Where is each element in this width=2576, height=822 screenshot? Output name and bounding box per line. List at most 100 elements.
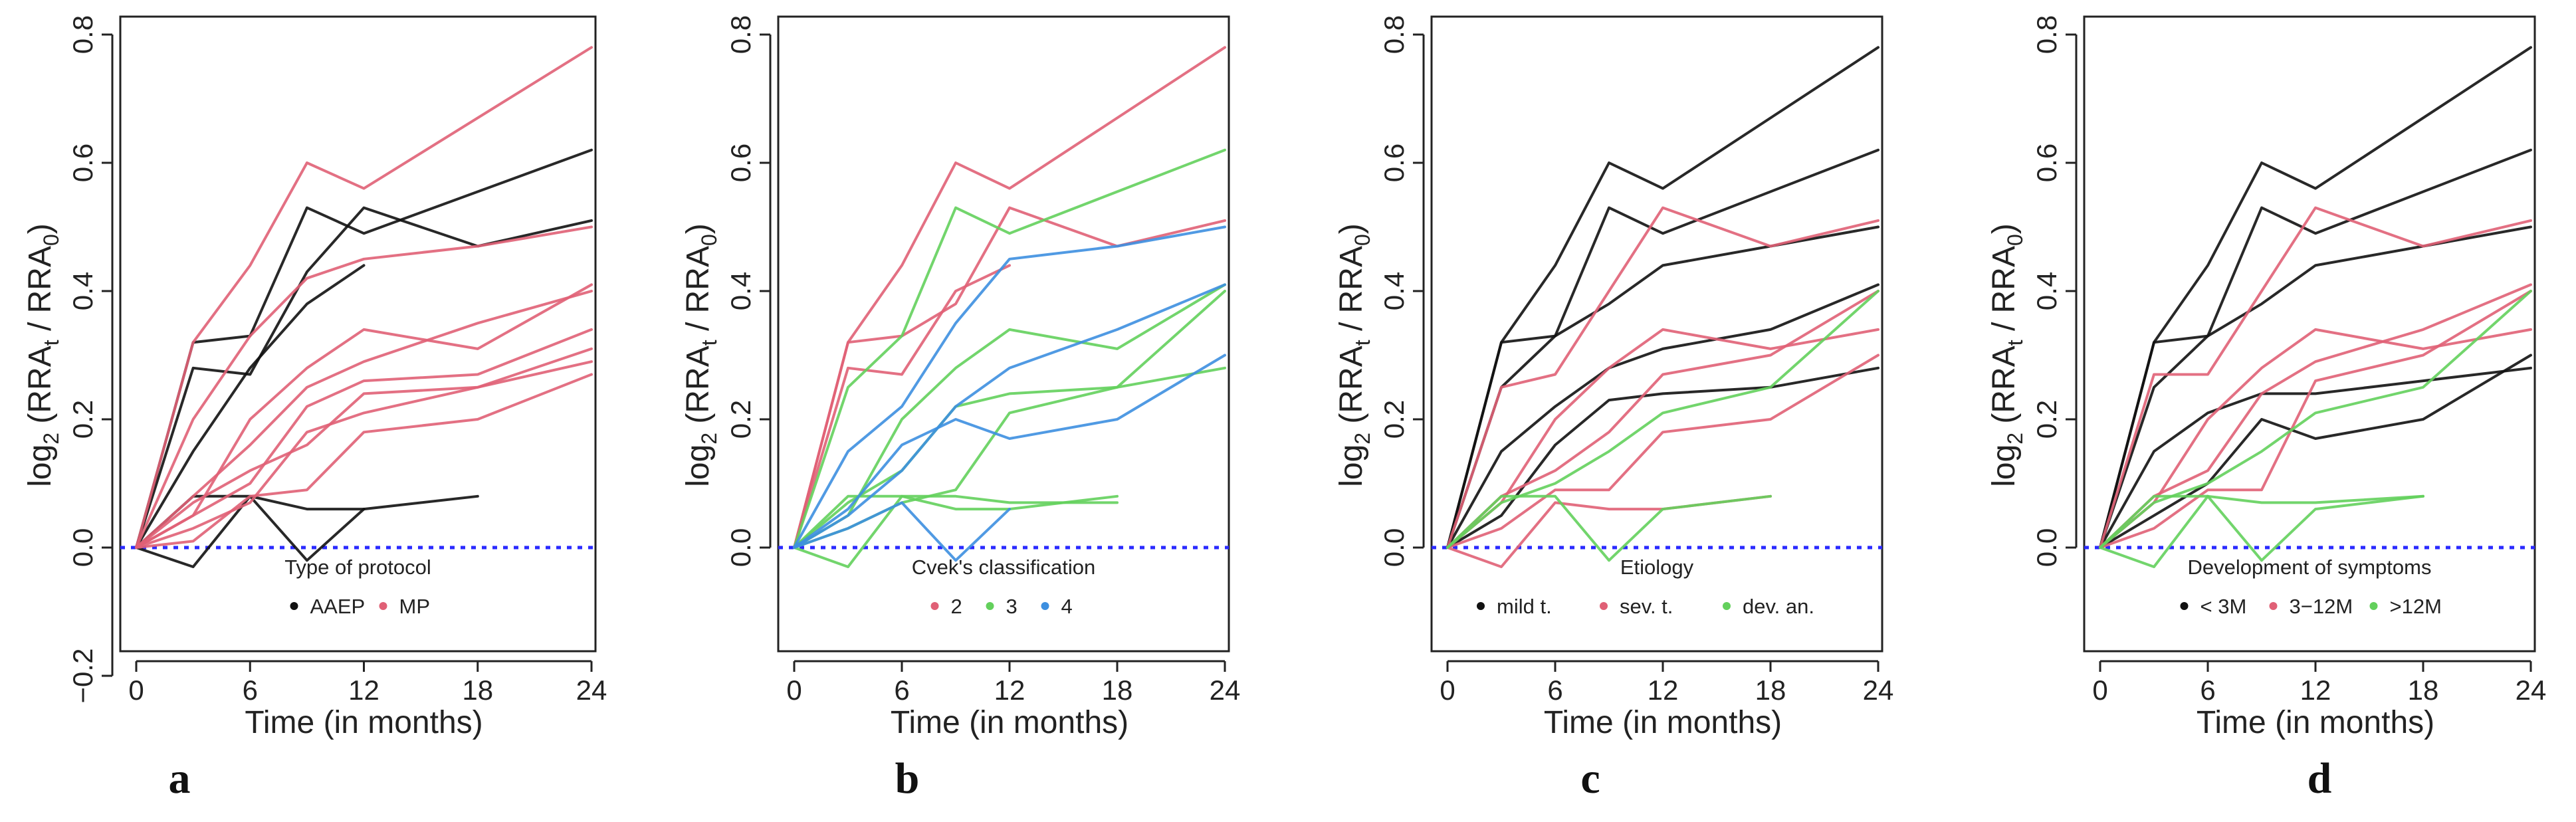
legend-label: MP xyxy=(399,595,431,618)
x-tick-label: 18 xyxy=(1102,674,1133,706)
series-line xyxy=(2099,206,2532,549)
series-line xyxy=(2099,290,2532,549)
legend-label: sev. t. xyxy=(1620,595,1673,618)
x-tick-label: 6 xyxy=(243,674,258,706)
y-axis-title: log2 (RRAt / RRA0) xyxy=(23,223,63,487)
series-line xyxy=(793,501,1011,562)
y-axis-title-part: (RRA xyxy=(1334,346,1369,433)
plot-frame xyxy=(2083,15,2536,653)
y-tick-label: 0.4 xyxy=(1378,272,1410,310)
y-axis-title-subscript: 2 xyxy=(1350,433,1374,445)
series-line xyxy=(135,264,366,549)
legend-label: 4 xyxy=(1061,595,1073,618)
legend-label: >12M xyxy=(2390,595,2442,618)
panel-d: 0 6 12 18 24 Time (in months) 0.0 0.2 0.4 0.6 0.8 l… xyxy=(1986,15,2546,803)
series-line xyxy=(1446,328,1879,549)
y-axis-title-part: / RRA xyxy=(23,246,58,340)
plot-frame xyxy=(1430,15,1883,653)
legend-label: 3−12M xyxy=(2290,595,2353,618)
legend-title: Cvek's classification xyxy=(912,556,1095,579)
legend-marker xyxy=(2269,602,2278,610)
series-line xyxy=(1446,290,1879,549)
series-line xyxy=(2099,494,2424,549)
y-tick-label: 0.8 xyxy=(67,15,98,54)
legend-label: 3 xyxy=(1006,595,1018,618)
x-axis-title: Time (in months) xyxy=(1544,705,1782,740)
y-axis-title-subscript: 0 xyxy=(2003,234,2027,246)
y-tick-label: 0.6 xyxy=(2031,144,2062,182)
y-axis-title-subscript: 2 xyxy=(697,433,721,445)
y-axis-title-subscript: t xyxy=(1350,340,1374,346)
y-axis-title-part: (RRA xyxy=(1986,346,2022,433)
series-line xyxy=(793,264,1011,549)
y-axis-title: log2 (RRAt / RRA0) xyxy=(1334,223,1374,487)
x-tick-label: 12 xyxy=(994,674,1025,706)
x-tick-label: 0 xyxy=(2092,674,2107,706)
y-axis-title-part: / RRA xyxy=(1986,246,2022,340)
x-tick-label: 12 xyxy=(2300,674,2331,706)
series-line xyxy=(135,347,593,549)
series-line xyxy=(793,46,1226,549)
y-tick-label: 0.2 xyxy=(1378,400,1410,439)
y-axis-title-subscript: 0 xyxy=(697,234,721,246)
panel-letter: b xyxy=(895,754,920,803)
series-line xyxy=(793,148,1226,549)
y-tick-label: 0.8 xyxy=(1378,15,1410,54)
x-tick-label: 0 xyxy=(128,674,144,706)
series-line xyxy=(135,290,593,549)
legend-label: 2 xyxy=(951,595,962,618)
y-tick-label: 0.0 xyxy=(725,528,756,567)
y-axis-title-part: / RRA xyxy=(681,246,716,340)
x-tick-label: 24 xyxy=(1863,674,1894,706)
legend-marker xyxy=(986,602,994,610)
series-line xyxy=(2099,494,2424,568)
legend-title: Development of symptoms xyxy=(2188,556,2432,579)
series-line xyxy=(1446,494,1772,562)
legend-label: < 3M xyxy=(2200,595,2247,618)
y-axis-title-part: ) xyxy=(1986,223,2022,234)
x-tick-label: 6 xyxy=(1547,674,1562,706)
y-axis-title-part: ) xyxy=(1334,223,1369,234)
y-axis-title-part: log xyxy=(681,445,716,487)
legend-title: Etiology xyxy=(1620,556,1694,579)
panel-a: 0 6 12 18 24 Time (in months) −0.2 0.0 0.2 0.4 0.6… xyxy=(23,15,607,803)
y-tick-label: 0.4 xyxy=(67,272,98,310)
series-line xyxy=(135,225,593,549)
y-tick-label: 0.2 xyxy=(2031,400,2062,439)
legend-marker xyxy=(2369,602,2378,610)
panel-letter: d xyxy=(2308,754,2332,803)
legend-marker xyxy=(930,602,939,610)
y-axis-title-subscript: 2 xyxy=(39,433,63,445)
series-line xyxy=(2099,46,2532,549)
legend-title: Type of protocol xyxy=(284,556,431,579)
y-tick-label: 0.8 xyxy=(725,15,756,54)
series-line xyxy=(135,46,593,549)
y-tick-label: 0.2 xyxy=(725,400,756,439)
legend-marker xyxy=(1477,602,1485,610)
y-tick-label: 0.0 xyxy=(67,528,98,567)
panel-letter: a xyxy=(169,754,191,803)
plot-frame xyxy=(777,15,1230,653)
y-axis-title-subscript: t xyxy=(697,340,721,346)
x-tick-label: 24 xyxy=(2516,674,2547,706)
y-axis-title-part: ) xyxy=(681,223,716,234)
x-tick-label: 18 xyxy=(1755,674,1786,706)
y-axis-title-part: log xyxy=(1986,445,2022,487)
series-line xyxy=(793,225,1226,549)
x-tick-label: 12 xyxy=(348,674,379,706)
y-axis-title-part: ) xyxy=(23,223,58,234)
series-line xyxy=(793,494,1119,549)
legend: AAEP MP xyxy=(290,595,431,618)
series-line xyxy=(1446,354,1879,549)
panel-letter: c xyxy=(1580,754,1600,803)
x-tick-label: 18 xyxy=(2408,674,2439,706)
series-line xyxy=(793,354,1226,549)
y-tick-label: 0.2 xyxy=(67,400,98,439)
legend-marker xyxy=(1041,602,1049,610)
plot-frame xyxy=(119,15,597,653)
legend: < 3M 3−12M >12M xyxy=(2180,595,2442,618)
x-tick-label: 0 xyxy=(1440,674,1455,706)
y-axis-title: log2 (RRAt / RRA0) xyxy=(681,223,721,487)
